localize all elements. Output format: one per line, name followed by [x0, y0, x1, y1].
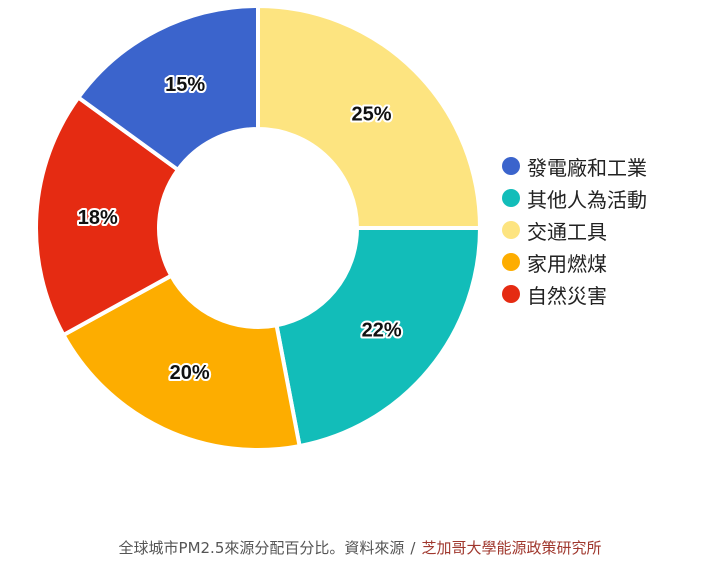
legend-label: 自然災害	[527, 283, 607, 308]
legend-item[interactable]: 交通工具	[502, 214, 647, 246]
legend-swatch	[502, 285, 520, 303]
legend-item[interactable]: 發電廠和工業	[502, 150, 647, 182]
legend-swatch	[502, 253, 520, 271]
caption-text: 全球城市PM2.5來源分配百分比。資料來源	[118, 539, 405, 557]
caption-source-link[interactable]: 芝加哥大學能源政策研究所	[421, 539, 602, 557]
donut-slice	[61, 273, 302, 452]
slice-value-label: 25%	[351, 104, 391, 126]
donut-slice	[34, 95, 180, 337]
caption-separator: /	[410, 539, 416, 557]
slice-value-label: 15%	[165, 74, 205, 96]
legend-label: 其他人為活動	[527, 187, 647, 212]
legend-item[interactable]: 自然災害	[502, 278, 647, 310]
slice-value-label: 20%	[170, 362, 210, 384]
donut-chart: 25% 22% 20% 18% 15%	[34, 4, 482, 452]
legend-label: 發電廠和工業	[527, 155, 647, 180]
chart-legend: 發電廠和工業 其他人為活動 交通工具家用燃煤自然災害	[502, 150, 647, 310]
slice-value-label: 22%	[362, 319, 402, 341]
legend-item[interactable]: 其他人為活動	[502, 182, 647, 214]
donut-slice	[256, 4, 482, 230]
donut-slice	[76, 4, 260, 172]
slice-value-label: 18%	[78, 207, 118, 229]
legend-swatch	[502, 221, 520, 239]
chart-caption: 全球城市PM2.5來源分配百分比。資料來源 / 芝加哥大學能源政策研究所	[0, 537, 720, 558]
legend-label: 家用燃煤	[527, 251, 607, 276]
legend-swatch	[502, 157, 520, 175]
legend-swatch	[502, 189, 520, 207]
legend-item[interactable]: 家用燃煤	[502, 246, 647, 278]
donut-slice	[274, 226, 482, 449]
legend-label: 交通工具	[527, 219, 607, 244]
